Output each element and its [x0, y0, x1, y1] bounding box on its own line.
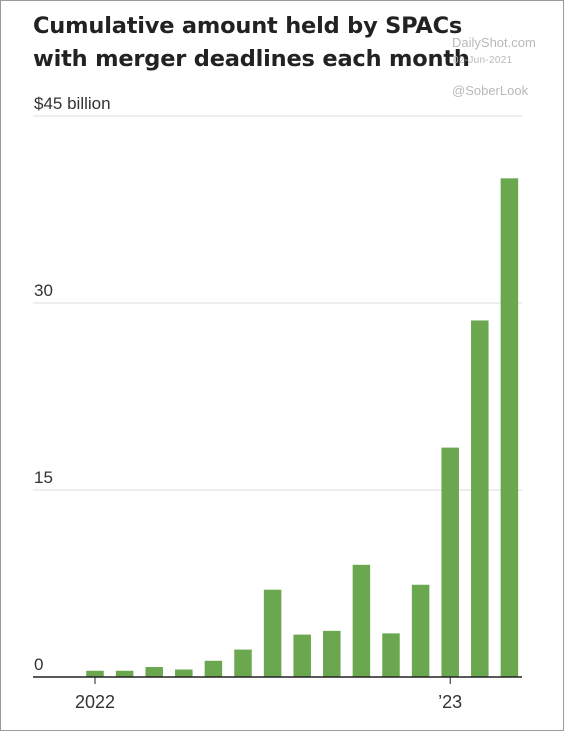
- bar: [263, 589, 282, 677]
- x-tick-label: 2022: [75, 692, 115, 712]
- bar: [441, 447, 459, 677]
- y-tick-label: 15: [34, 468, 53, 487]
- y-tick-label: $45 billion: [34, 94, 111, 113]
- y-tick-label: 30: [34, 281, 53, 300]
- bar: [115, 670, 134, 677]
- y-tick-label: 0: [34, 655, 43, 674]
- bar: [471, 320, 489, 677]
- bar: [411, 584, 430, 677]
- bar: [500, 178, 519, 678]
- bar: [145, 667, 163, 677]
- bar: [293, 634, 311, 677]
- watermark-site: DailyShot.com: [452, 35, 536, 50]
- bar: [175, 669, 193, 677]
- watermark-date: 02-Jun-2021: [453, 55, 513, 66]
- watermark-handle: @SoberLook: [452, 83, 529, 98]
- bar: [352, 564, 371, 677]
- bar: [86, 670, 104, 677]
- bar: [234, 649, 252, 677]
- bar: [382, 633, 400, 677]
- bar: [204, 660, 223, 677]
- chart-title: Cumulative amount held by SPACs with mer…: [33, 13, 470, 72]
- bar: [323, 630, 341, 677]
- x-tick-label: ’23: [438, 692, 462, 712]
